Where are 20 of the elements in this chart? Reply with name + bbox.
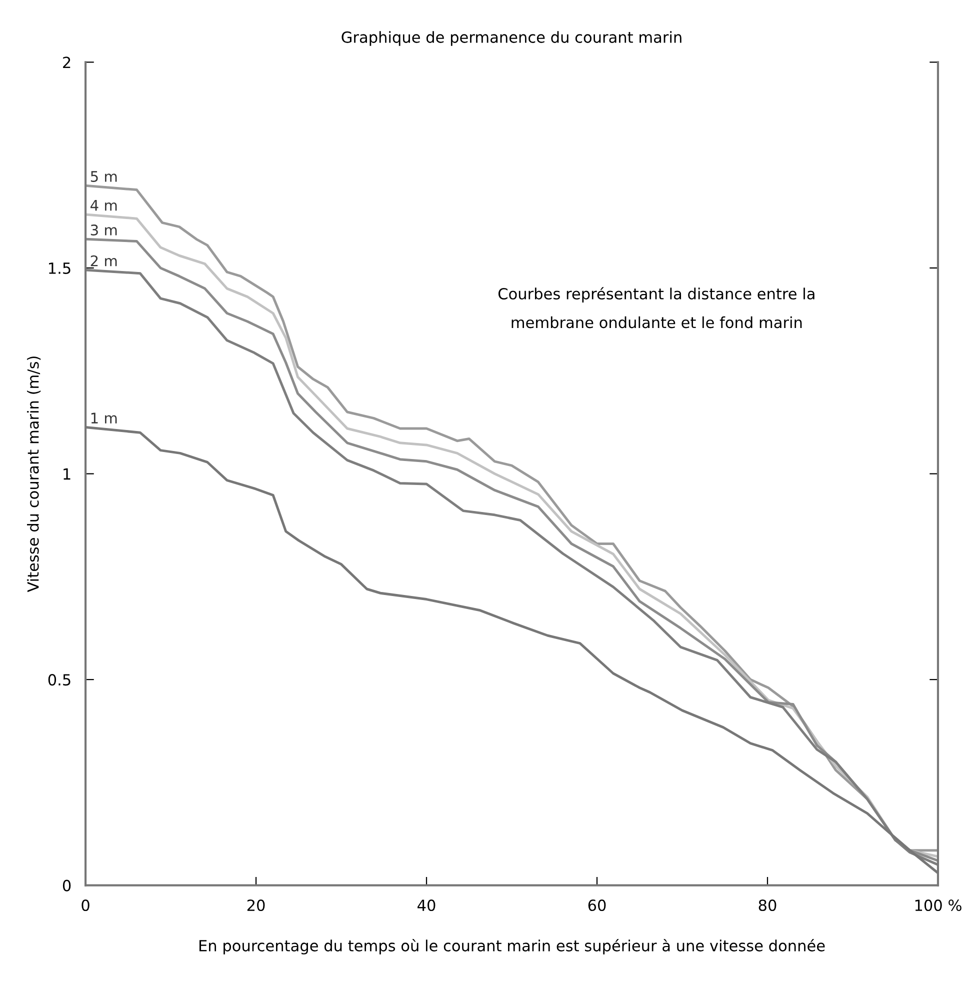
y-tick-label: 1 — [64, 468, 70, 480]
y-axis-title: Vitesse du courant marin (m/s) — [27, 356, 41, 592]
chart-title: Graphique de permanence du courant marin — [342, 31, 682, 46]
series-label: 3 m — [90, 224, 117, 236]
y-tick-label: 0.5 — [48, 674, 70, 686]
x-tick-label: 60 — [588, 900, 606, 912]
series-label: 2 m — [90, 255, 117, 266]
x-axis-title: En pourcentage du temps où le courant marin est supérieur à une vitesse donnée — [199, 939, 825, 954]
series-label: 1 m — [91, 412, 117, 424]
annotation: Courbes représentant la distance entre la membrane ondulante et le fond marin — [498, 287, 814, 328]
series-label: 5 m — [90, 171, 117, 182]
x-tick-label: 100 % — [915, 900, 962, 912]
x-tick-label: 0 — [82, 900, 90, 912]
x-tick-label: 20 — [247, 900, 265, 912]
series-label: 4 m — [90, 200, 117, 211]
y-tick-label: 1.5 — [49, 262, 70, 274]
x-tick-label: 40 — [418, 900, 436, 912]
y-tick-label: 2 — [63, 56, 70, 68]
x-tick-label: 80 — [758, 900, 776, 912]
y-tick-label: 0 — [62, 880, 71, 892]
